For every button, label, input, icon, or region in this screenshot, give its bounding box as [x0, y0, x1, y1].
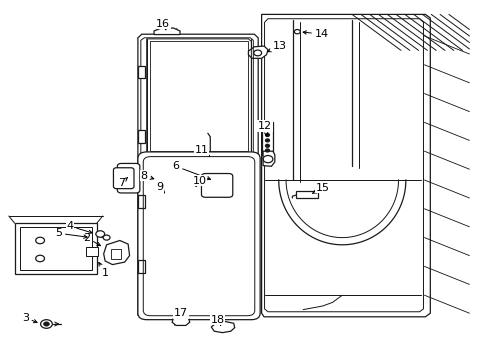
Text: 3: 3: [22, 312, 37, 323]
FancyBboxPatch shape: [117, 163, 140, 193]
Text: 15: 15: [312, 183, 329, 193]
Polygon shape: [154, 28, 180, 35]
Circle shape: [265, 128, 269, 131]
Text: 4: 4: [66, 221, 92, 234]
Circle shape: [43, 322, 49, 326]
Circle shape: [294, 30, 300, 34]
FancyBboxPatch shape: [138, 152, 260, 320]
FancyBboxPatch shape: [201, 174, 232, 197]
Polygon shape: [122, 166, 136, 187]
Text: 6: 6: [172, 161, 210, 180]
Text: 1: 1: [99, 262, 108, 278]
Bar: [110, 249, 121, 259]
Bar: [138, 66, 144, 78]
Text: 7: 7: [118, 177, 127, 188]
Text: 11: 11: [194, 145, 209, 156]
Text: 9: 9: [156, 182, 164, 193]
Polygon shape: [211, 321, 234, 333]
Polygon shape: [261, 14, 429, 317]
Text: 8: 8: [141, 171, 153, 181]
Text: 16: 16: [156, 19, 170, 30]
Text: 14: 14: [303, 29, 328, 39]
Bar: [138, 195, 144, 208]
Text: 2: 2: [83, 233, 100, 246]
Text: 17: 17: [174, 308, 187, 318]
Text: 5: 5: [55, 228, 87, 238]
Bar: [138, 260, 144, 273]
Circle shape: [36, 237, 44, 244]
Text: 12: 12: [258, 121, 271, 136]
Circle shape: [265, 149, 269, 152]
FancyBboxPatch shape: [113, 168, 134, 189]
Circle shape: [96, 231, 104, 237]
Circle shape: [41, 320, 52, 328]
Polygon shape: [263, 151, 274, 166]
Polygon shape: [248, 46, 267, 58]
Text: 10: 10: [192, 176, 206, 186]
Circle shape: [265, 144, 269, 147]
Polygon shape: [172, 316, 189, 325]
Bar: [85, 247, 98, 256]
Bar: [20, 227, 92, 270]
Circle shape: [265, 134, 269, 136]
Text: 18: 18: [210, 315, 224, 325]
Circle shape: [36, 255, 44, 262]
Circle shape: [103, 235, 110, 240]
Bar: [138, 130, 144, 143]
Bar: [295, 191, 317, 198]
Bar: [261, 122, 272, 155]
Polygon shape: [103, 240, 129, 265]
Circle shape: [265, 139, 269, 142]
Bar: [149, 41, 248, 151]
Text: 13: 13: [267, 41, 286, 52]
Polygon shape: [138, 34, 258, 318]
Bar: [15, 223, 97, 274]
